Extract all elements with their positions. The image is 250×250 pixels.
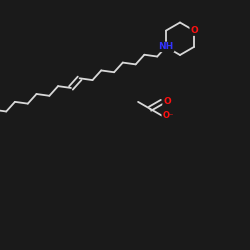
Text: NH: NH: [158, 42, 174, 51]
Text: O: O: [163, 98, 171, 106]
Text: O⁻: O⁻: [162, 111, 173, 120]
Text: O: O: [190, 26, 198, 35]
